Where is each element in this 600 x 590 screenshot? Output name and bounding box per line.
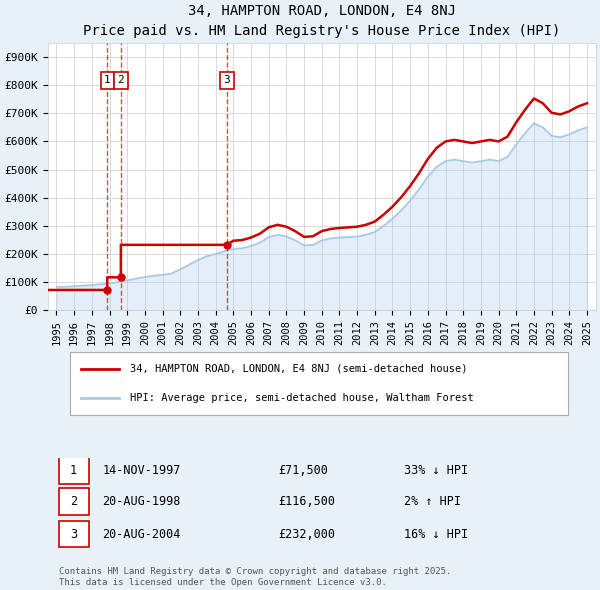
Text: 3: 3	[70, 527, 77, 540]
Text: HPI: Average price, semi-detached house, Waltham Forest: HPI: Average price, semi-detached house,…	[130, 393, 473, 403]
FancyBboxPatch shape	[70, 352, 568, 415]
Text: £232,000: £232,000	[278, 527, 335, 540]
Title: 34, HAMPTON ROAD, LONDON, E4 8NJ
Price paid vs. HM Land Registry's House Price I: 34, HAMPTON ROAD, LONDON, E4 8NJ Price p…	[83, 4, 560, 38]
Text: 3: 3	[224, 76, 230, 86]
Text: 14-NOV-1997: 14-NOV-1997	[103, 464, 181, 477]
Text: 2: 2	[118, 76, 124, 86]
Text: 1: 1	[70, 464, 77, 477]
Text: 20-AUG-2004: 20-AUG-2004	[103, 527, 181, 540]
Text: 16% ↓ HPI: 16% ↓ HPI	[404, 527, 468, 540]
Text: 33% ↓ HPI: 33% ↓ HPI	[404, 464, 468, 477]
Text: £71,500: £71,500	[278, 464, 328, 477]
FancyBboxPatch shape	[59, 489, 89, 515]
FancyBboxPatch shape	[59, 457, 89, 484]
Text: 2% ↑ HPI: 2% ↑ HPI	[404, 495, 461, 508]
Text: 1: 1	[104, 76, 110, 86]
Text: £116,500: £116,500	[278, 495, 335, 508]
FancyBboxPatch shape	[59, 521, 89, 548]
Text: Contains HM Land Registry data © Crown copyright and database right 2025.
This d: Contains HM Land Registry data © Crown c…	[59, 568, 451, 587]
Text: 20-AUG-1998: 20-AUG-1998	[103, 495, 181, 508]
Text: 34, HAMPTON ROAD, LONDON, E4 8NJ (semi-detached house): 34, HAMPTON ROAD, LONDON, E4 8NJ (semi-d…	[130, 363, 467, 373]
Text: 2: 2	[70, 495, 77, 508]
